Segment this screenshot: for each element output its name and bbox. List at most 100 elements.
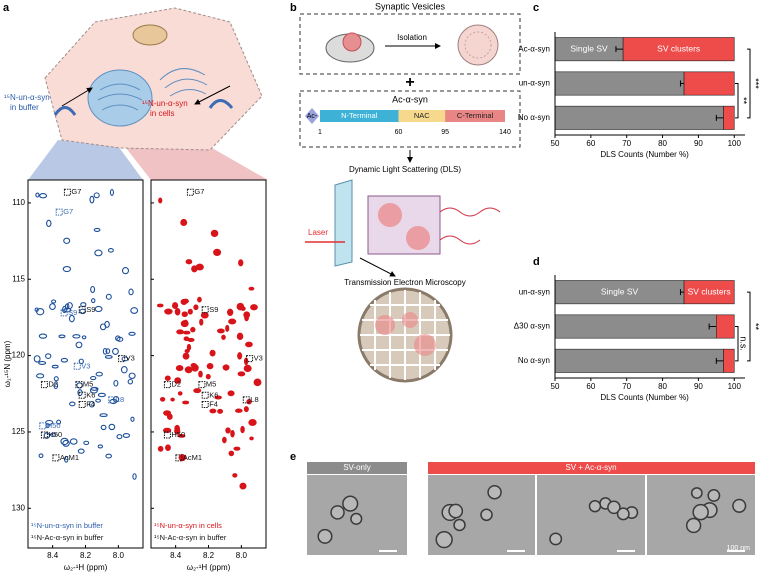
peak-label: S9: [68, 308, 77, 317]
peak-contour: [198, 370, 203, 378]
panel-label: d: [533, 256, 540, 268]
x-tick-label: 60: [586, 139, 595, 148]
arrow: [194, 85, 231, 105]
peak-contour: [38, 360, 47, 365]
peak-box: [60, 309, 68, 317]
spectrum-legend: ¹⁵N-un-α-syn in buffer: [31, 521, 103, 530]
peak-contour: [69, 438, 78, 445]
significance-label: n.s.: [739, 336, 749, 351]
peak-label: K6: [86, 390, 95, 399]
peak-contour: [104, 354, 113, 359]
peak-label: H50: [47, 421, 61, 430]
panel-label: a: [3, 2, 10, 14]
bar-segment: [683, 280, 735, 305]
vesicle-image: [342, 495, 359, 512]
vesicle-image: [435, 530, 453, 549]
x-tick-label: 70: [622, 382, 631, 391]
vesicle: [464, 31, 492, 59]
peak-contour: [51, 299, 57, 304]
golgi: [159, 68, 208, 97]
category-label: Ac-α-syn: [518, 44, 550, 53]
spectrum-legend: ¹⁵N-Ac-α-syn in buffer: [31, 533, 104, 542]
peak-contour: [174, 424, 180, 432]
peak-contour: [183, 336, 190, 342]
peak-contour: [209, 408, 217, 414]
vesicle-image: [487, 484, 502, 500]
cell-label: ¹⁵N-un-α-syn: [142, 99, 188, 108]
peak-contour: [237, 371, 246, 377]
peak-contour: [128, 288, 134, 296]
cuvette: [334, 179, 353, 267]
funnel-cells: [126, 148, 268, 180]
peak-contour: [182, 400, 190, 405]
protein-box: [299, 90, 521, 148]
peak-contour: [222, 364, 230, 371]
isolation-label: Isolation: [397, 33, 427, 42]
vesicle-image: [448, 503, 464, 519]
peak-label: H50: [171, 430, 185, 439]
funnel-buffer: [28, 140, 143, 180]
peak-contour: [182, 352, 190, 360]
peak-contour: [163, 410, 172, 416]
vesicle-image: [317, 528, 333, 544]
micrographs: [307, 475, 755, 555]
peak-contour: [120, 365, 128, 374]
peak-box: [78, 306, 86, 314]
peak-contour: [159, 396, 166, 402]
peak-contour: [122, 433, 131, 438]
arrow: [61, 87, 93, 107]
cell-label: in cells: [150, 109, 174, 118]
peak-contour: [187, 308, 193, 315]
peak-contour: [56, 419, 62, 425]
peak-contour: [175, 365, 184, 372]
peak-contour: [230, 430, 235, 438]
peak-contour: [214, 395, 222, 400]
peak-contour: [33, 355, 41, 363]
peak-contour: [227, 390, 235, 397]
peak-contour: [60, 437, 69, 446]
plus: +: [405, 74, 414, 91]
peak-contour: [51, 364, 59, 369]
y-axis-label: ω₁-¹⁵N (ppm): [3, 340, 12, 387]
y-tick-label: 110: [12, 198, 25, 207]
spectrum-legend: ¹⁵N-Ac-α-syn in buffer: [154, 533, 227, 542]
peak-contour: [193, 304, 199, 311]
x-tick-label: 90: [694, 139, 703, 148]
domain: [320, 110, 399, 122]
peak-label: AcM1: [183, 453, 202, 462]
peak-box: [201, 306, 209, 314]
x-tick-label: 8.4: [47, 551, 59, 560]
peak-contour: [172, 302, 179, 310]
domain: [445, 110, 505, 122]
peak-contour: [199, 318, 204, 326]
peak-contour: [115, 335, 121, 342]
peak-contour: [53, 382, 59, 390]
peak-contour: [170, 397, 175, 402]
peak-contour: [180, 298, 188, 306]
series-label: SV clusters: [688, 286, 731, 296]
tem-title: Transmission Electron Microscopy: [344, 278, 466, 287]
peak-box: [40, 381, 48, 389]
peak-label: G7: [194, 187, 204, 196]
significance-label: ***: [751, 78, 761, 89]
header-bar: [428, 462, 755, 474]
peak-contour: [76, 382, 83, 389]
x-tick-label: 60: [586, 382, 595, 391]
peak-contour: [64, 455, 69, 463]
x-tick-label: 80: [658, 139, 667, 148]
peak-contour: [36, 373, 45, 379]
peak-contour: [109, 189, 114, 196]
arrow: [359, 257, 396, 277]
peak-contour: [243, 364, 252, 373]
peak-contour: [222, 436, 227, 444]
peak-contour: [35, 192, 40, 198]
panel-label: e: [290, 451, 296, 463]
peak-box: [39, 422, 47, 430]
peak-contour: [38, 333, 48, 339]
peak-label: D2: [171, 380, 181, 389]
peak-box: [73, 362, 81, 370]
peak-contour: [128, 372, 136, 380]
peak-contour: [130, 416, 135, 422]
peak-contour: [128, 331, 136, 336]
x-axis-label: ω₂-¹H (ppm): [64, 563, 108, 572]
